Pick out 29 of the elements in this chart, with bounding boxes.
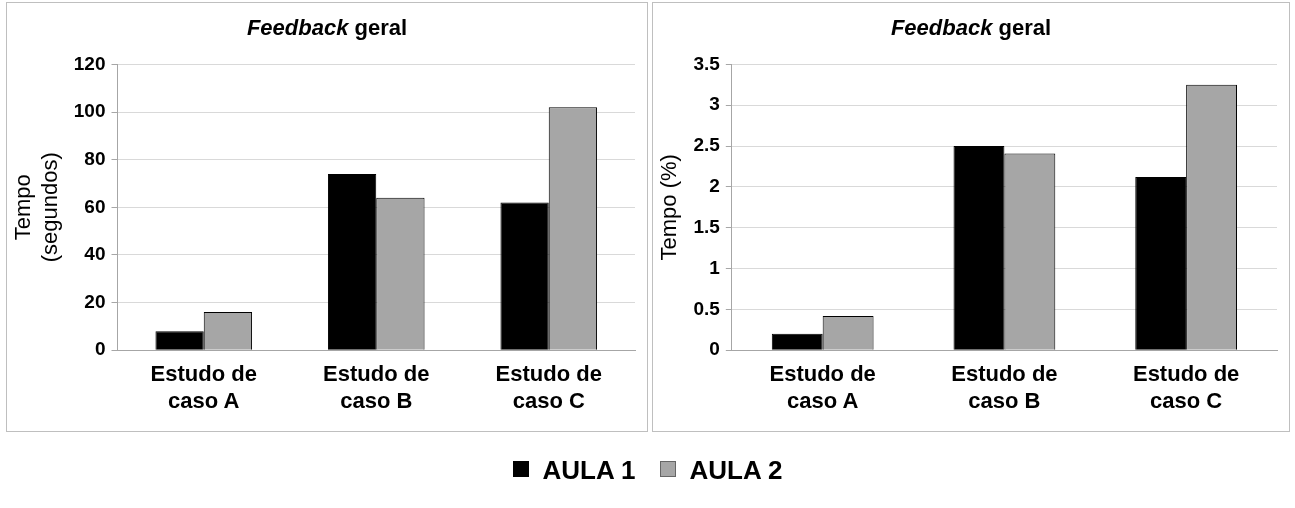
y-tick-label: 2.5 bbox=[693, 134, 721, 156]
y-tick-label: 0 bbox=[94, 338, 106, 360]
y-axis-title: Tempo (%) bbox=[656, 154, 682, 261]
y-tick-label: 20 bbox=[84, 290, 106, 312]
x-tick-label: Estudo de caso B bbox=[323, 361, 430, 413]
y-tick-label: 0.5 bbox=[693, 297, 721, 319]
y-axis-title: Tempo (segundos) bbox=[10, 152, 62, 263]
y-tick-label: 2 bbox=[709, 175, 720, 197]
y-tick-label: 40 bbox=[84, 243, 106, 265]
y-tick-label: 100 bbox=[73, 100, 106, 122]
legend-label: AULA 2 bbox=[688, 455, 783, 486]
y-tick-label: 80 bbox=[84, 147, 106, 169]
y-tick-label: 0 bbox=[709, 338, 720, 360]
y-tick-label: 1.5 bbox=[693, 215, 721, 237]
y-tick-label: 120 bbox=[73, 52, 106, 74]
x-tick-label: Estudo de caso C bbox=[495, 361, 602, 413]
chart-title: Feedback geral bbox=[889, 15, 1053, 41]
y-tick-label: 60 bbox=[84, 195, 106, 217]
bar bbox=[953, 146, 1005, 350]
y-tick-label: 3.5 bbox=[693, 52, 721, 74]
x-tick-label: Estudo de caso C bbox=[1132, 361, 1240, 413]
x-tick-label: Estudo de caso B bbox=[951, 361, 1058, 413]
x-tick-label: Estudo de caso A bbox=[150, 361, 257, 413]
legend-label: AULA 1 bbox=[541, 455, 636, 486]
y-tick-label: 1 bbox=[709, 256, 721, 278]
x-tick-label: Estudo de caso A bbox=[769, 361, 876, 413]
y-tick-label: 3 bbox=[709, 93, 720, 115]
chart-title: Feedback geral bbox=[245, 15, 409, 41]
bar bbox=[1135, 177, 1187, 350]
